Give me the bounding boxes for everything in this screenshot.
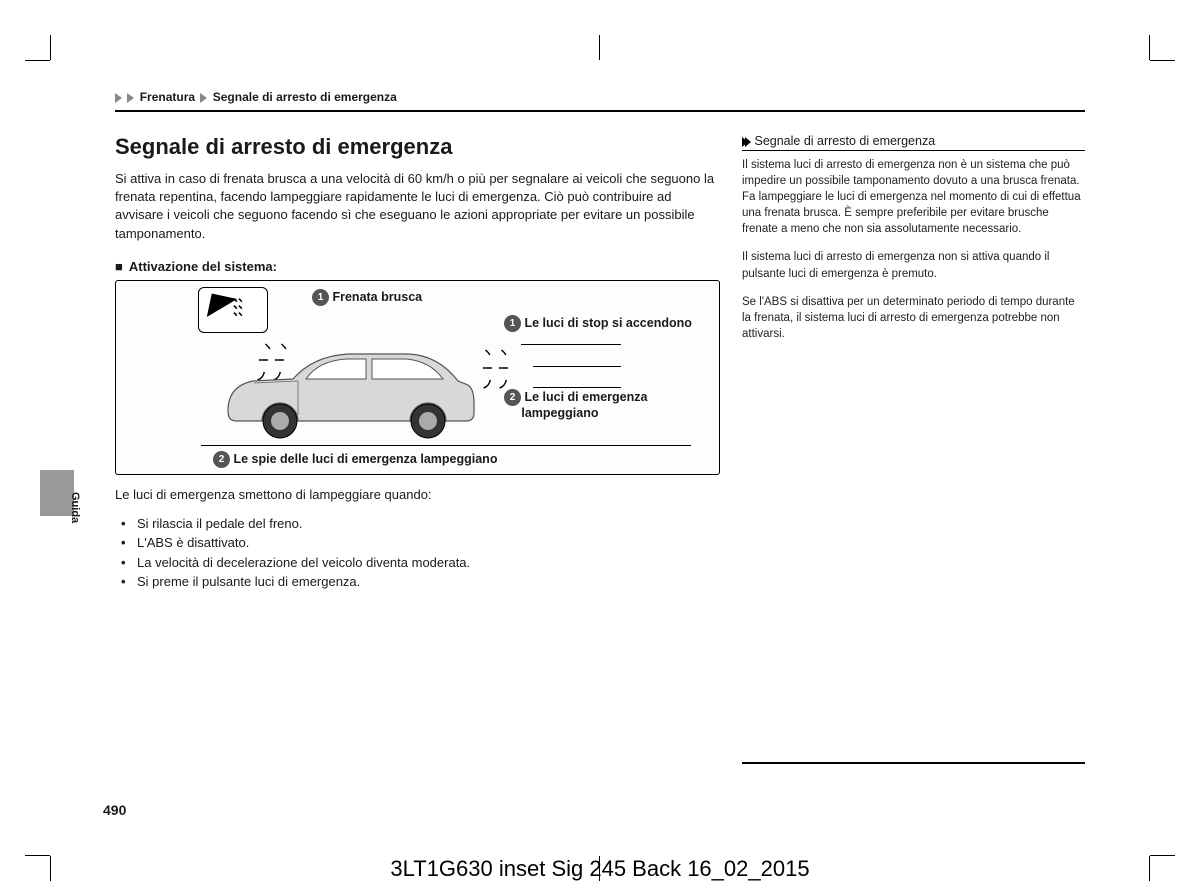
conditions-list: Si rilascia il pedale del freno. L'ABS è… [115, 514, 720, 592]
list-item: Si rilascia il pedale del freno. [121, 514, 720, 534]
diagram-label: lampeggiano [521, 406, 598, 420]
flash-icon: ー ー [482, 365, 510, 374]
step-badge: 2 [213, 451, 230, 468]
step-badge: 2 [504, 389, 521, 406]
main-column: Segnale di arresto di emergenza Si attiv… [115, 134, 720, 764]
sidebar-rule [742, 762, 1085, 764]
diagram-label: Le luci di emergenza [524, 390, 647, 404]
brake-pedal-icon: 、、、、、、 [198, 287, 268, 333]
chevron-right-icon [745, 137, 751, 147]
sidebar-column: Segnale di arresto di emergenza Il siste… [742, 134, 1085, 764]
page-number: 490 [103, 802, 126, 818]
activation-diagram: 、、、、、、 1 Frenata brusca 1 Le luci di sto… [115, 280, 720, 475]
section-tab-label: Guida [69, 492, 81, 523]
list-item: L'ABS è disattivato. [121, 533, 720, 553]
step-badge: 1 [504, 315, 521, 332]
sidebar-paragraph: Se l'ABS si disattiva per un determinato… [742, 294, 1085, 342]
flash-icon: ノ ノ [482, 381, 510, 390]
diagram-label: Le spie delle luci di emergenza lampeggi… [233, 452, 497, 466]
sidebar-heading: Segnale di arresto di emergenza [742, 134, 1085, 151]
flash-icon: ヽ ヽ [482, 349, 510, 358]
breadcrumb: Frenatura Segnale di arresto di emergenz… [115, 90, 1085, 112]
chevron-right-icon [115, 93, 122, 103]
chevron-right-icon [127, 93, 134, 103]
manual-page: Guida Frenatura Segnale di arresto di em… [115, 90, 1085, 810]
list-item: Si preme il pulsante luci di emergenza. [121, 572, 720, 592]
breadcrumb-part: Frenatura [140, 90, 195, 104]
diagram-label: Le luci di stop si accendono [524, 316, 691, 330]
chevron-right-icon [200, 93, 207, 103]
breadcrumb-part: Segnale di arresto di emergenza [213, 90, 397, 104]
post-diagram-text: Le luci di emergenza smettono di lampegg… [115, 487, 720, 502]
intro-text: Si attiva in caso di frenata brusca a un… [115, 170, 720, 243]
sub-heading: Attivazione del sistema: [115, 259, 720, 274]
diagram-label: Frenata brusca [332, 290, 422, 304]
sidebar-paragraph: Il sistema luci di arresto di emergenza … [742, 249, 1085, 281]
step-badge: 1 [312, 289, 329, 306]
page-title: Segnale di arresto di emergenza [115, 134, 720, 160]
list-item: La velocità di decelerazione del veicolo… [121, 553, 720, 573]
vehicle-icon [218, 341, 478, 441]
imprint-footer: 3LT1G630 inset Sig 245 Back 16_02_2015 [0, 856, 1200, 882]
sidebar-paragraph: Il sistema luci di arresto di emergenza … [742, 157, 1085, 237]
